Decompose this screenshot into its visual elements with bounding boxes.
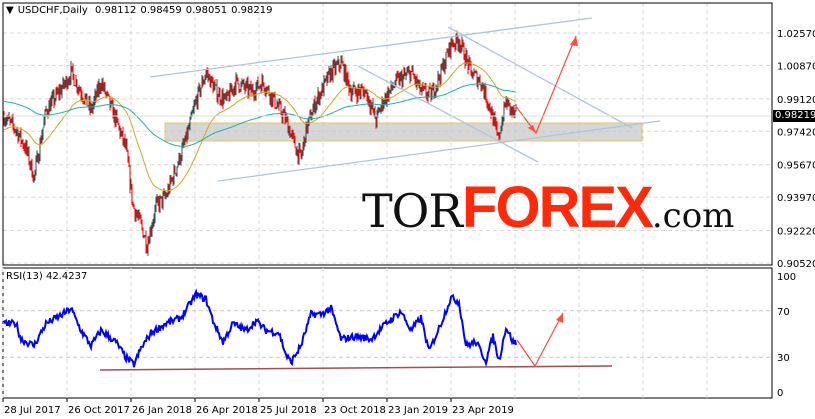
price-axis-label: 0.92220 [777,227,815,238]
ema-fast-line [3,62,517,192]
logo-forex: FOREX [462,175,654,240]
price-axis-label: 0.93970 [777,193,815,204]
descending-line-upper [447,26,633,129]
rsi-axis-label: 100 [777,272,796,283]
arrowhead-icon [570,36,578,46]
support-zone [164,122,643,142]
logo-tor: TOR [362,184,463,238]
time-axis-label: 23 Apr 2019 [452,405,514,416]
time-axis-label: 23 Jan 2019 [388,405,448,416]
price-axis-label: 1.00870 [777,61,815,72]
high-value: 0.98459 [140,5,182,16]
price-axis-label: 0.95670 [777,161,815,172]
time-axis-label: 28 Jul 2017 [4,405,61,416]
rsi-line [3,288,517,368]
channel-lower-line [217,120,661,182]
ema-slow-line [3,83,517,147]
rsi-axis-label: 70 [777,307,790,318]
open-value: 0.98112 [95,5,137,16]
time-axis-label: 26 Jan 2018 [132,405,192,416]
chart-header: ▼ USDCHF,Daily 0.98112 0.98459 0.98051 0.982… [6,5,276,16]
descending-line-lower [357,65,539,163]
time-axis-label: 23 Oct 2018 [324,405,386,416]
arrowhead-icon [556,313,563,323]
rsi-label: RSI(13) 42.4237 [6,271,88,282]
time-axis-label: 26 Oct 2017 [68,405,130,416]
price-axis-label: 0.90520 [777,259,815,270]
forecast-arrow [514,35,577,135]
price-axis-label: 0.99120 [777,95,815,106]
rsi-support-line [99,365,613,371]
price-axis-label: 0.97420 [777,127,815,138]
price-axis-label: 1.02570 [777,29,815,40]
main-panel-frame [2,2,773,266]
torforex-logo: TORFOREX.com [362,174,734,241]
arrowhead-icon [528,125,536,133]
logo-com: .com [651,196,735,236]
current-price-tag: 0.98219 [773,110,815,122]
rsi-forecast-arrow [516,312,564,368]
symbol-label: USDCHF,Daily [17,5,88,16]
close-value: 0.98219 [231,5,273,16]
dropdown-triangle-icon[interactable]: ▼ [6,5,14,16]
low-value: 0.98051 [185,5,228,16]
rsi-axis-label: 30 [777,353,790,364]
rsi-axis-label: 0 [777,388,783,399]
time-axis-label: 25 Jul 2018 [260,405,317,416]
channel-upper-line [149,17,593,78]
time-axis-label: 26 Apr 2018 [196,405,258,416]
candles [3,30,517,256]
